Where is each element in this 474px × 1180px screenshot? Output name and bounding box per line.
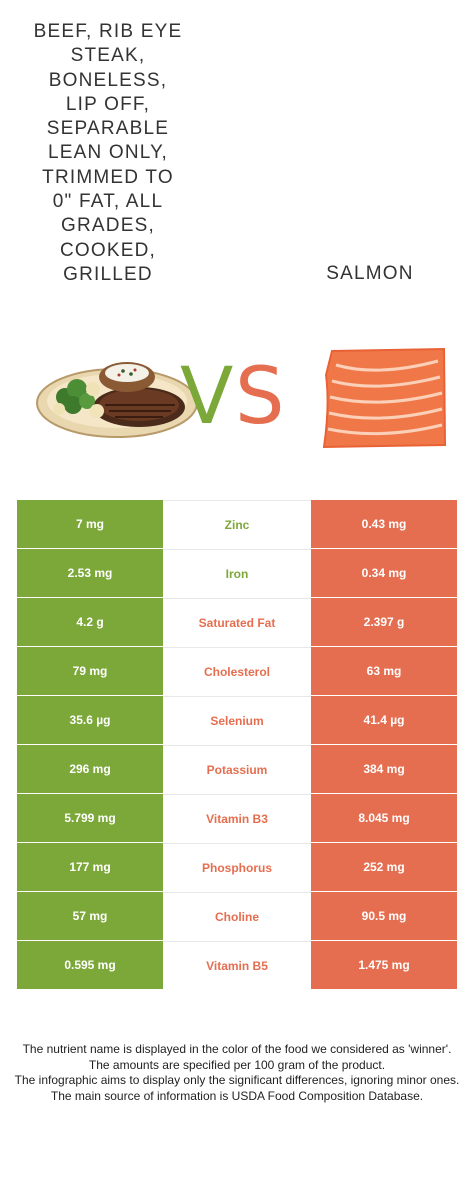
right-food-value: 252 mg (311, 843, 457, 891)
left-food-value: 4.2 g (17, 598, 163, 646)
left-food-value: 57 mg (17, 892, 163, 940)
footnote: The nutrient name is displayed in the co… (12, 1042, 462, 1104)
table-row: 35.6 µg Selenium 41.4 µg (17, 696, 457, 744)
left-food-value: 296 mg (17, 745, 163, 793)
left-food-value: 2.53 mg (17, 549, 163, 597)
left-food-value: 5.799 mg (17, 794, 163, 842)
left-food-value: 7 mg (17, 500, 163, 548)
right-food-value: 8.045 mg (311, 794, 457, 842)
salmon-image (322, 347, 447, 449)
vs-letter-v: V (180, 355, 233, 435)
nutrient-name: Zinc (163, 500, 311, 548)
nutrient-comparison-table: 7 mg Zinc 0.43 mg 2.53 mg Iron 0.34 mg 4.2 g Sa… (17, 500, 457, 990)
table-row: 5.799 mg Vitamin B3 8.045 mg (17, 794, 457, 842)
nutrient-name: Potassium (163, 745, 311, 793)
table-row: 2.53 mg Iron 0.34 mg (17, 549, 457, 597)
right-food-value: 90.5 mg (311, 892, 457, 940)
nutrient-name: Selenium (163, 696, 311, 744)
left-food-value: 79 mg (17, 647, 163, 695)
left-food-value: 177 mg (17, 843, 163, 891)
nutrient-name: Vitamin B5 (163, 941, 311, 989)
left-food-value: 35.6 µg (17, 696, 163, 744)
nutrient-name: Iron (163, 549, 311, 597)
footnote-line: The amounts are specified per 100 gram o… (88, 1057, 386, 1072)
left-food-value: 0.595 mg (17, 941, 163, 989)
table-row: 4.2 g Saturated Fat 2.397 g (17, 598, 457, 646)
table-row: 79 mg Cholesterol 63 mg (17, 647, 457, 695)
table-row: 296 mg Potassium 384 mg (17, 745, 457, 793)
nutrient-name: Choline (163, 892, 311, 940)
vs-letter-s: S (235, 355, 285, 435)
table-row: 177 mg Phosphorus 252 mg (17, 843, 457, 891)
right-food-value: 384 mg (311, 745, 457, 793)
nutrient-name: Saturated Fat (163, 598, 311, 646)
nutrient-name: Cholesterol (163, 647, 311, 695)
left-food-title: BEEF, RIB EYE STEAK, BONELESS, LIP OFF, … (33, 21, 183, 285)
right-food-value: 0.43 mg (311, 500, 457, 548)
right-food-value: 2.397 g (311, 598, 457, 646)
right-food-value: 0.34 mg (311, 549, 457, 597)
table-row: 57 mg Choline 90.5 mg (17, 892, 457, 940)
steak-plate-image (36, 362, 198, 438)
nutrient-name: Phosphorus (163, 843, 311, 891)
nutrient-name: Vitamin B3 (163, 794, 311, 842)
right-food-title: SALMON (326, 263, 414, 284)
footnote-line: The infographic aims to display only the… (14, 1073, 460, 1087)
table-row: 0.595 mg Vitamin B5 1.475 mg (17, 941, 457, 989)
table-row: 7 mg Zinc 0.43 mg (17, 500, 457, 548)
vs-logo: V S (180, 352, 290, 442)
footnote-line: The main source of information is USDA F… (50, 1088, 424, 1103)
right-food-value: 1.475 mg (311, 941, 457, 989)
footnote-line: The nutrient name is displayed in the co… (22, 1042, 452, 1056)
right-food-value: 63 mg (311, 647, 457, 695)
right-food-value: 41.4 µg (311, 696, 457, 744)
